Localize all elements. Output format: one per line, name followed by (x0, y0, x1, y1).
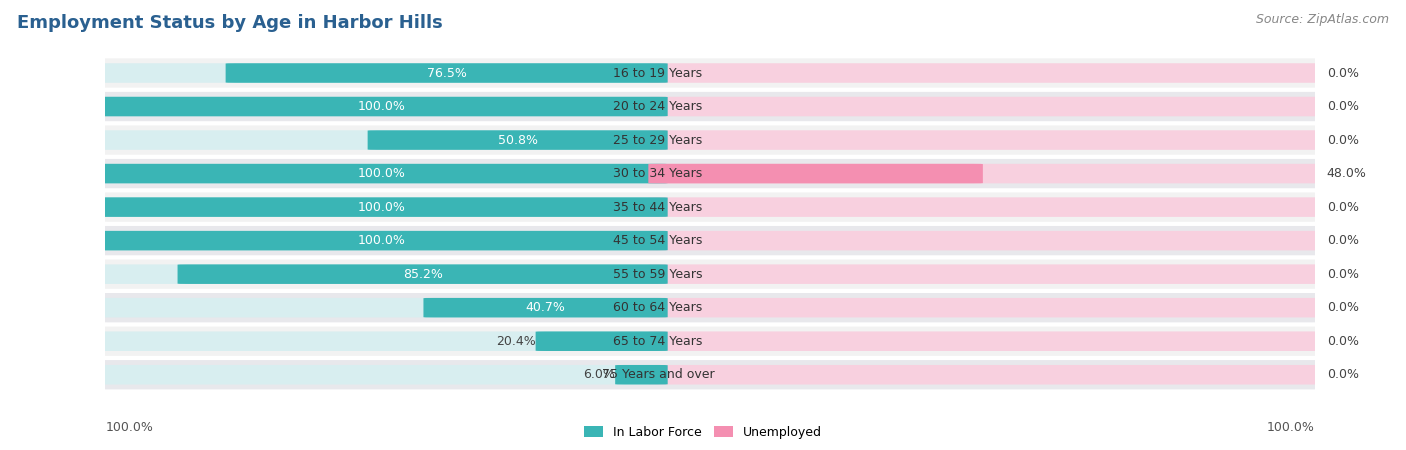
Text: Source: ZipAtlas.com: Source: ZipAtlas.com (1256, 14, 1389, 27)
Text: 0.0%: 0.0% (1327, 234, 1358, 247)
FancyBboxPatch shape (225, 63, 668, 83)
Text: 0.0%: 0.0% (1327, 268, 1358, 281)
FancyBboxPatch shape (89, 191, 1331, 223)
FancyBboxPatch shape (89, 359, 1331, 391)
Text: 20.4%: 20.4% (496, 335, 536, 348)
Text: 48.0%: 48.0% (1327, 167, 1367, 180)
FancyBboxPatch shape (89, 57, 1331, 89)
FancyBboxPatch shape (648, 130, 1324, 150)
FancyBboxPatch shape (423, 298, 668, 317)
Text: 50.8%: 50.8% (498, 134, 537, 147)
Text: 0.0%: 0.0% (1327, 100, 1358, 113)
FancyBboxPatch shape (648, 298, 1324, 317)
Text: 75 Years and over: 75 Years and over (602, 368, 714, 381)
Legend: In Labor Force, Unemployed: In Labor Force, Unemployed (579, 421, 827, 444)
Text: 0.0%: 0.0% (1327, 201, 1358, 214)
Text: 55 to 59 Years: 55 to 59 Years (613, 268, 703, 281)
Text: 0.0%: 0.0% (1327, 134, 1358, 147)
FancyBboxPatch shape (89, 325, 1331, 357)
Text: Employment Status by Age in Harbor Hills: Employment Status by Age in Harbor Hills (17, 14, 443, 32)
FancyBboxPatch shape (616, 365, 668, 384)
Text: 0.0%: 0.0% (1327, 67, 1358, 80)
Text: 40.7%: 40.7% (526, 301, 565, 314)
FancyBboxPatch shape (96, 198, 668, 217)
FancyBboxPatch shape (89, 158, 1331, 189)
FancyBboxPatch shape (96, 365, 668, 384)
Text: 20 to 24 Years: 20 to 24 Years (613, 100, 703, 113)
Text: 100.0%: 100.0% (1267, 421, 1315, 434)
Text: 60 to 64 Years: 60 to 64 Years (613, 301, 703, 314)
FancyBboxPatch shape (96, 332, 668, 351)
FancyBboxPatch shape (96, 97, 668, 116)
Text: 100.0%: 100.0% (357, 201, 406, 214)
FancyBboxPatch shape (648, 198, 1324, 217)
FancyBboxPatch shape (367, 130, 668, 150)
Text: 6.0%: 6.0% (583, 368, 616, 381)
FancyBboxPatch shape (96, 298, 668, 317)
Text: 85.2%: 85.2% (402, 268, 443, 281)
FancyBboxPatch shape (648, 63, 1324, 83)
FancyBboxPatch shape (89, 91, 1331, 122)
FancyBboxPatch shape (89, 258, 1331, 290)
Text: 0.0%: 0.0% (1327, 301, 1358, 314)
FancyBboxPatch shape (536, 332, 668, 351)
FancyBboxPatch shape (96, 231, 668, 250)
FancyBboxPatch shape (96, 198, 668, 217)
Text: 100.0%: 100.0% (357, 234, 406, 247)
Text: 30 to 34 Years: 30 to 34 Years (613, 167, 703, 180)
Text: 25 to 29 Years: 25 to 29 Years (613, 134, 703, 147)
Text: 0.0%: 0.0% (1327, 368, 1358, 381)
Text: 100.0%: 100.0% (105, 421, 153, 434)
FancyBboxPatch shape (648, 332, 1324, 351)
FancyBboxPatch shape (96, 164, 668, 183)
FancyBboxPatch shape (96, 97, 668, 116)
FancyBboxPatch shape (89, 292, 1331, 324)
FancyBboxPatch shape (96, 231, 668, 250)
FancyBboxPatch shape (648, 164, 983, 183)
FancyBboxPatch shape (648, 164, 1324, 183)
Text: 45 to 54 Years: 45 to 54 Years (613, 234, 703, 247)
Text: 35 to 44 Years: 35 to 44 Years (613, 201, 703, 214)
FancyBboxPatch shape (648, 231, 1324, 250)
FancyBboxPatch shape (96, 265, 668, 284)
FancyBboxPatch shape (96, 63, 668, 83)
Text: 16 to 19 Years: 16 to 19 Years (613, 67, 703, 80)
FancyBboxPatch shape (96, 130, 668, 150)
FancyBboxPatch shape (177, 265, 668, 284)
FancyBboxPatch shape (648, 265, 1324, 284)
Text: 65 to 74 Years: 65 to 74 Years (613, 335, 703, 348)
Text: 0.0%: 0.0% (1327, 335, 1358, 348)
Text: 100.0%: 100.0% (357, 167, 406, 180)
FancyBboxPatch shape (648, 365, 1324, 384)
FancyBboxPatch shape (89, 225, 1331, 256)
FancyBboxPatch shape (96, 164, 668, 183)
FancyBboxPatch shape (648, 97, 1324, 116)
Text: 76.5%: 76.5% (426, 67, 467, 80)
Text: 100.0%: 100.0% (357, 100, 406, 113)
FancyBboxPatch shape (89, 124, 1331, 156)
